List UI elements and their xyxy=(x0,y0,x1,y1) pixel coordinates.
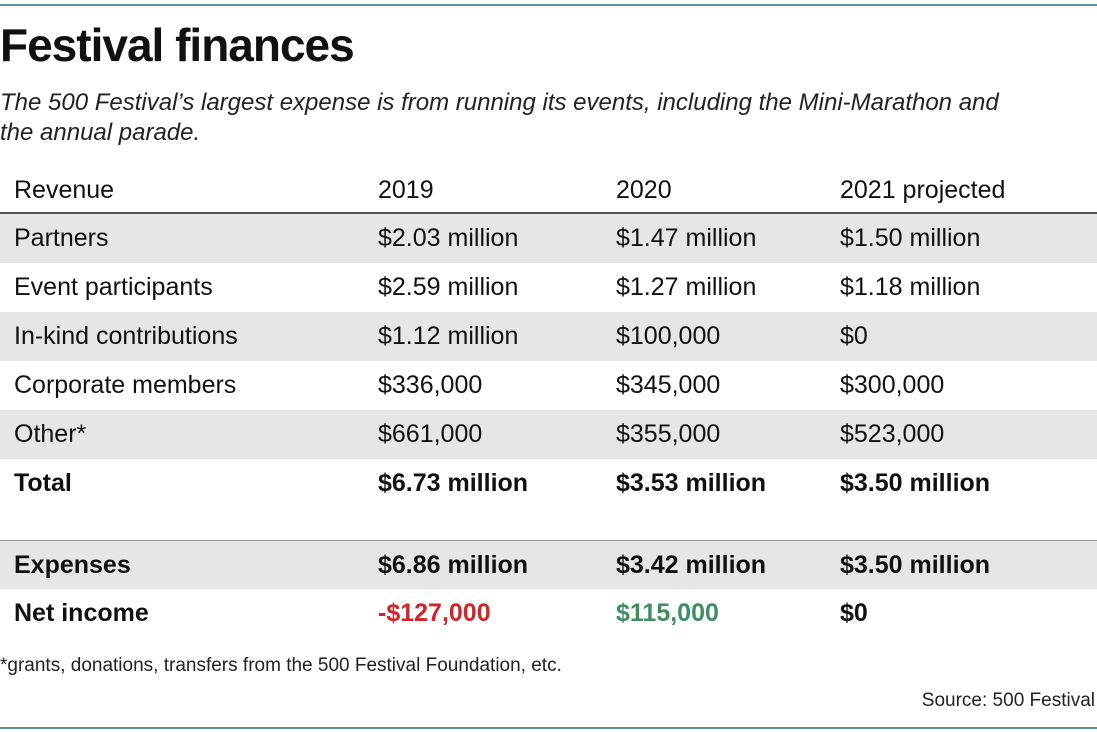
table-cell: $0 xyxy=(840,322,868,350)
table-cell: $100,000 xyxy=(616,322,721,350)
source-credit: Source: 500 Festival xyxy=(921,690,1095,711)
table-cell: $1.50 million xyxy=(840,224,981,252)
table-header-row: Revenue 2019 2020 2021 projected xyxy=(0,168,1097,214)
expenses-cell: $6.86 million xyxy=(378,550,529,579)
table-row: Event participants $2.59 million $1.27 m… xyxy=(0,263,1097,312)
table-cell: $2.03 million xyxy=(378,224,519,252)
table-cell: $523,000 xyxy=(840,420,945,448)
bottom-rule xyxy=(0,727,1097,729)
footnote: *grants, donations, transfers from the 5… xyxy=(0,655,562,676)
total-cell: $3.53 million xyxy=(616,469,767,497)
table-cell: $345,000 xyxy=(616,371,721,399)
total-row: Total $6.73 million $3.53 million $3.50 … xyxy=(0,459,1097,508)
table-cell: $355,000 xyxy=(616,420,721,448)
row-label: Total xyxy=(14,469,72,497)
top-rule xyxy=(0,4,1097,6)
total-cell: $6.73 million xyxy=(378,469,529,497)
table-cell: $300,000 xyxy=(840,371,945,399)
column-header-2019: 2019 xyxy=(378,175,434,204)
table-row: Partners $2.03 million $1.47 million $1.… xyxy=(0,214,1097,263)
row-label: Corporate members xyxy=(14,371,237,399)
net-income-positive-cell: $115,000 xyxy=(616,599,719,627)
table-cell: $2.59 million xyxy=(378,273,519,301)
table-cell: $1.12 million xyxy=(378,322,519,350)
total-cell: $3.50 million xyxy=(840,469,991,497)
table-row: Other* $661,000 $355,000 $523,000 xyxy=(0,410,1097,459)
table-spacer xyxy=(0,508,1097,540)
row-label: Net income xyxy=(14,599,149,627)
net-income-cell: $0 xyxy=(840,599,868,627)
chart-title: Festival finances xyxy=(0,19,355,71)
row-label: Expenses xyxy=(14,550,131,579)
net-income-row: Net income -$127,000 $115,000 $0 xyxy=(0,589,1097,638)
table-cell: $661,000 xyxy=(378,420,483,448)
column-header-revenue: Revenue xyxy=(14,175,115,204)
net-income-negative-cell: -$127,000 xyxy=(378,599,491,627)
table-cell: $1.18 million xyxy=(840,273,981,301)
expenses-row: Expenses $6.86 million $3.42 million $3.… xyxy=(0,540,1097,589)
row-label: In-kind contributions xyxy=(14,322,238,350)
table-cell: $336,000 xyxy=(378,371,483,399)
row-label: Event participants xyxy=(14,273,213,301)
expenses-cell: $3.42 million xyxy=(616,550,767,579)
row-label: Other* xyxy=(14,420,87,448)
table-row: Corporate members $336,000 $345,000 $300… xyxy=(0,361,1097,410)
column-header-2021: 2021 projected xyxy=(840,175,1006,204)
table-cell: $1.47 million xyxy=(616,224,757,252)
table-row: In-kind contributions $1.12 million $100… xyxy=(0,312,1097,361)
finance-table: Revenue 2019 2020 2021 projected Partner… xyxy=(0,168,1097,638)
expenses-cell: $3.50 million xyxy=(840,550,991,579)
column-header-2020: 2020 xyxy=(616,175,672,204)
row-label: Partners xyxy=(14,224,109,252)
table-cell: $1.27 million xyxy=(616,273,757,301)
chart-subtitle: The 500 Festival’s largest expense is fr… xyxy=(0,89,999,146)
